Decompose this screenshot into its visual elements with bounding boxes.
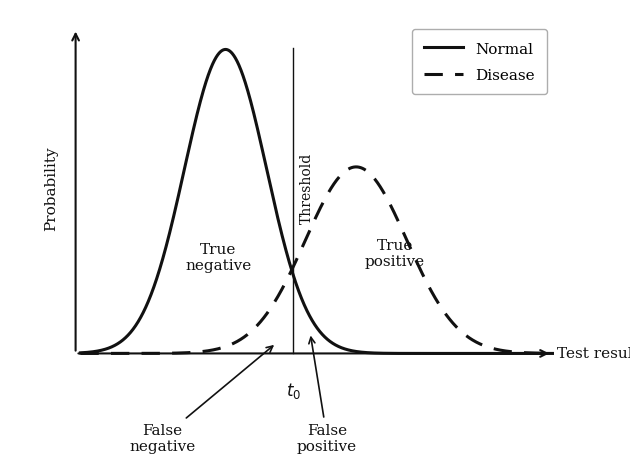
- Text: True
negative: True negative: [185, 242, 251, 272]
- Text: False
negative: False negative: [130, 346, 273, 453]
- Normal: [103, 346, 110, 352]
- Line: Disease: Disease: [81, 167, 588, 354]
- Disease: [477, 342, 484, 347]
- Normal: [477, 351, 484, 356]
- Disease: [103, 351, 110, 356]
- Text: $t_0$: $t_0$: [285, 380, 301, 400]
- Disease: [352, 165, 360, 170]
- Line: Normal: Normal: [81, 51, 588, 354]
- Text: True
positive: True positive: [365, 238, 425, 269]
- Normal: [570, 351, 577, 356]
- Disease: [324, 192, 331, 198]
- Text: Threshold: Threshold: [299, 153, 314, 224]
- Text: False
positive: False positive: [297, 338, 357, 453]
- Normal: [324, 337, 331, 343]
- Normal: [222, 48, 229, 53]
- Disease: [310, 219, 318, 225]
- Text: Probability: Probability: [45, 146, 59, 230]
- Legend: Normal, Disease: Normal, Disease: [412, 30, 547, 95]
- Disease: [585, 351, 592, 356]
- Text: Test result: Test result: [557, 347, 630, 361]
- Normal: [311, 321, 318, 327]
- Normal: [570, 351, 578, 356]
- Normal: [585, 351, 592, 356]
- Disease: [77, 351, 84, 356]
- Disease: [570, 351, 577, 356]
- Normal: [77, 350, 84, 356]
- Disease: [570, 351, 578, 356]
